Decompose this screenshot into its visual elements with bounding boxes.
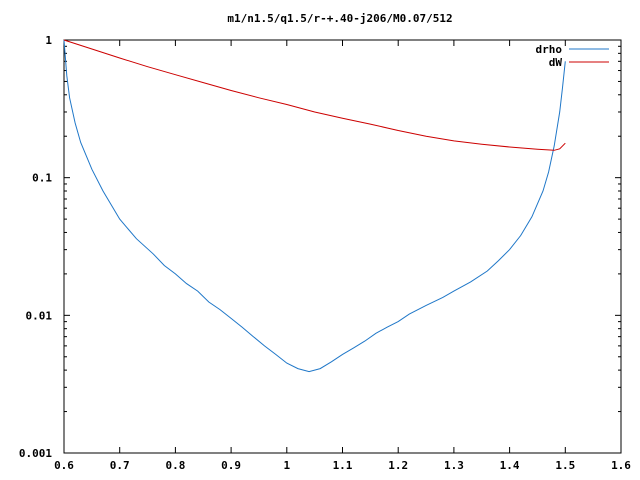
legend-label-dW: dW (549, 56, 563, 69)
y-tick-label: 0.01 (26, 309, 53, 322)
legend-label-drho: drho (536, 43, 563, 56)
y-tick-label: 0.001 (19, 447, 52, 460)
y-tick-label: 1 (45, 34, 52, 47)
chart-title: m1/n1.5/q1.5/r-+.40-j206/M0.07/512 (227, 12, 452, 25)
x-tick-label: 1.5 (555, 459, 575, 472)
x-tick-label: 0.7 (110, 459, 130, 472)
y-tick-label: 0.1 (32, 172, 52, 185)
series-layer (63, 39, 566, 373)
x-tick-label: 0.6 (54, 459, 74, 472)
x-tick-label: 1.1 (333, 459, 353, 472)
series-line-drho (63, 39, 566, 373)
axis-ticks: 0.6 0.7 0.8 0.9 1 1.1 1.2 1.3 1.4 1.5 1.6 0.001 0.01… (19, 34, 631, 472)
x-tick-label: 0.9 (221, 459, 241, 472)
x-tick-label: 1.3 (444, 459, 464, 472)
x-tick-label: 1.2 (388, 459, 408, 472)
series-line-dW (63, 39, 566, 151)
x-tick-label: 1.6 (611, 459, 631, 472)
x-tick-label: 1.4 (500, 459, 520, 472)
x-tick-label: 0.8 (165, 459, 185, 472)
x-tick-label: 1 (283, 459, 290, 472)
